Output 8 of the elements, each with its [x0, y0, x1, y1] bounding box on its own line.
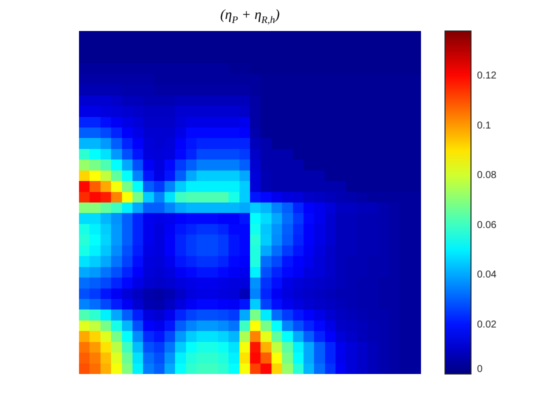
color-bar-label: 0: [477, 364, 483, 375]
chart-title: (η$_{P}$ + η$_{R,h}$): [219, 7, 281, 28]
color-bar-label: 0.08: [477, 170, 497, 182]
color-bar-label: 0.02: [477, 319, 497, 330]
color-bar-label: 0.06: [477, 220, 497, 231]
color-bar-label: 0.12: [477, 70, 497, 82]
color-bar-label: 0.04: [477, 270, 497, 281]
color-bar-label: 0.1: [477, 120, 492, 132]
